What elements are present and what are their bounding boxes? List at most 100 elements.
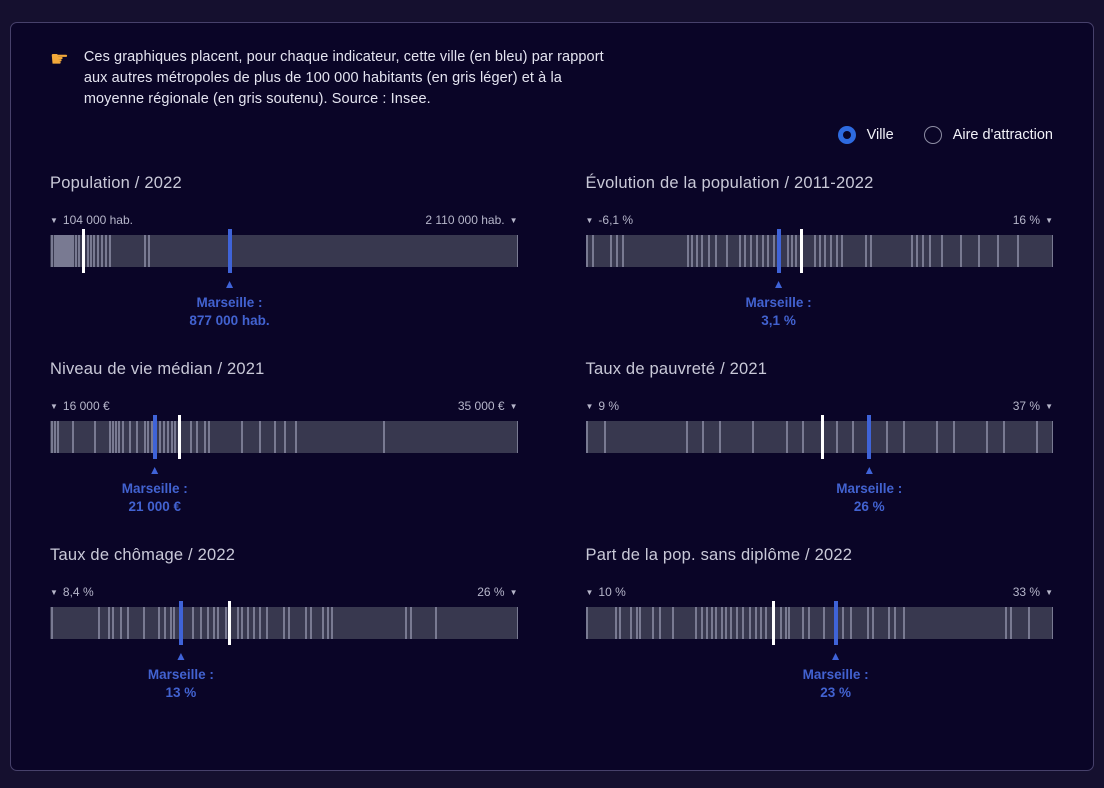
chart-title: Niveau de vie médian / 2021 — [50, 360, 265, 378]
other-city-tick — [68, 235, 71, 267]
other-city-tick — [609, 235, 612, 267]
other-city-tick — [173, 607, 176, 639]
distribution-bar — [50, 421, 518, 453]
other-city-tick — [294, 421, 297, 453]
axis-range-row: ▼ 10 % 33 % ▼ — [586, 585, 1054, 599]
radio-option-aire-attraction[interactable]: Aire d'attraction — [923, 126, 1053, 144]
other-city-tick — [705, 607, 708, 639]
other-city-tick — [96, 235, 99, 267]
other-city-tick — [93, 235, 95, 267]
other-city-tick — [686, 235, 689, 267]
other-city-tick — [326, 607, 329, 639]
other-city-tick — [135, 421, 138, 453]
other-city-tick — [121, 421, 124, 453]
other-city-tick — [671, 607, 674, 639]
other-city-tick — [1028, 607, 1031, 639]
axis-max-label: 35 000 € ▼ — [458, 399, 518, 413]
other-city-tick — [841, 235, 844, 267]
other-city-tick — [288, 607, 291, 639]
other-city-tick — [409, 607, 412, 639]
other-city-tick — [64, 235, 67, 267]
other-city-tick — [786, 421, 789, 453]
other-city-tick — [725, 607, 728, 639]
other-city-tick — [1009, 607, 1012, 639]
other-city-tick — [742, 607, 745, 639]
scope-toggle: Ville Aire d'attraction — [50, 123, 1053, 147]
other-city-tick — [190, 421, 193, 453]
other-city-tick — [685, 421, 688, 453]
other-city-tick — [114, 421, 117, 453]
city-annotation-name: Marseille : — [196, 295, 263, 310]
triangle-down-icon: ▼ — [1045, 587, 1053, 597]
other-city-tick — [829, 235, 832, 267]
city-marker — [178, 601, 183, 645]
annotation-row: ▲ Marseille : 23 % — [586, 639, 1054, 703]
other-city-tick — [808, 607, 811, 639]
other-city-tick — [996, 235, 999, 267]
axis-min-label: ▼ 16 000 € — [50, 399, 110, 413]
radio-option-ville[interactable]: Ville — [837, 126, 894, 144]
axis-min-text: 9 % — [598, 399, 620, 413]
intro-text: Ces graphiques placent, pour chaque indi… — [83, 49, 604, 107]
other-city-tick — [164, 607, 167, 639]
other-city-tick — [735, 607, 738, 639]
other-city-tick — [208, 421, 211, 453]
other-city-tick — [1052, 607, 1053, 639]
city-annotation-value: 877 000 hab. — [189, 313, 270, 328]
axis-max-text: 37 % — [1012, 399, 1041, 413]
city-annotation-value: 26 % — [853, 499, 885, 514]
other-city-tick — [695, 235, 698, 267]
city-marker — [776, 229, 781, 273]
other-city-tick — [258, 607, 261, 639]
other-city-tick — [841, 607, 844, 639]
regional-average-marker — [227, 601, 231, 645]
other-city-tick — [886, 421, 889, 453]
other-city-tick — [120, 607, 123, 639]
triangle-down-icon: ▼ — [509, 215, 518, 225]
regional-average-marker — [81, 229, 85, 273]
axis-max-label: 2 110 000 hab. ▼ — [425, 213, 517, 227]
other-city-tick — [166, 421, 169, 453]
other-city-tick — [824, 235, 827, 267]
other-city-tick — [819, 235, 822, 267]
other-city-tick — [72, 235, 75, 267]
other-city-tick — [823, 607, 826, 639]
triangle-down-icon: ▼ — [1045, 215, 1053, 225]
other-city-tick — [51, 421, 54, 453]
other-city-tick — [404, 607, 407, 639]
other-city-tick — [730, 607, 733, 639]
other-city-tick — [284, 421, 287, 453]
triangle-up-icon: ▲ — [148, 463, 161, 477]
annotation-row: ▲ Marseille : 13 % — [50, 639, 518, 703]
other-city-tick — [100, 235, 103, 267]
radio-label-ville: Ville — [866, 127, 894, 143]
triangle-down-icon: ▼ — [585, 215, 594, 225]
other-city-tick — [162, 421, 165, 453]
distribution-bar — [585, 421, 1053, 453]
other-city-tick — [714, 235, 717, 267]
other-city-tick — [615, 607, 618, 639]
other-city-tick — [586, 235, 589, 267]
radio-selected-icon[interactable] — [837, 126, 856, 144]
chart-title: Part de la pop. sans diplôme / 2022 — [585, 546, 853, 564]
city-marker — [152, 415, 157, 459]
annotation-row: ▲ Marseille : 26 % — [586, 453, 1054, 517]
other-city-tick — [105, 235, 108, 267]
other-city-tick — [1002, 421, 1005, 453]
other-city-tick — [760, 607, 763, 639]
radio-unselected-icon[interactable] — [923, 126, 942, 144]
other-city-tick — [204, 421, 207, 453]
axis-range-row: ▼ 9 % 37 % ▼ — [586, 399, 1054, 413]
other-city-tick — [516, 235, 518, 267]
other-city-tick — [691, 235, 694, 267]
axis-max-text: 2 110 000 hab. — [425, 213, 505, 227]
other-city-tick — [752, 421, 755, 453]
other-city-tick — [888, 607, 891, 639]
other-city-tick — [309, 607, 312, 639]
other-city-tick — [78, 235, 81, 267]
other-city-tick — [147, 421, 150, 453]
triangle-down-icon: ▼ — [585, 587, 594, 597]
other-city-tick — [50, 607, 53, 639]
city-annotation-value: 21 000 € — [128, 499, 181, 514]
triangle-down-icon: ▼ — [50, 401, 58, 411]
